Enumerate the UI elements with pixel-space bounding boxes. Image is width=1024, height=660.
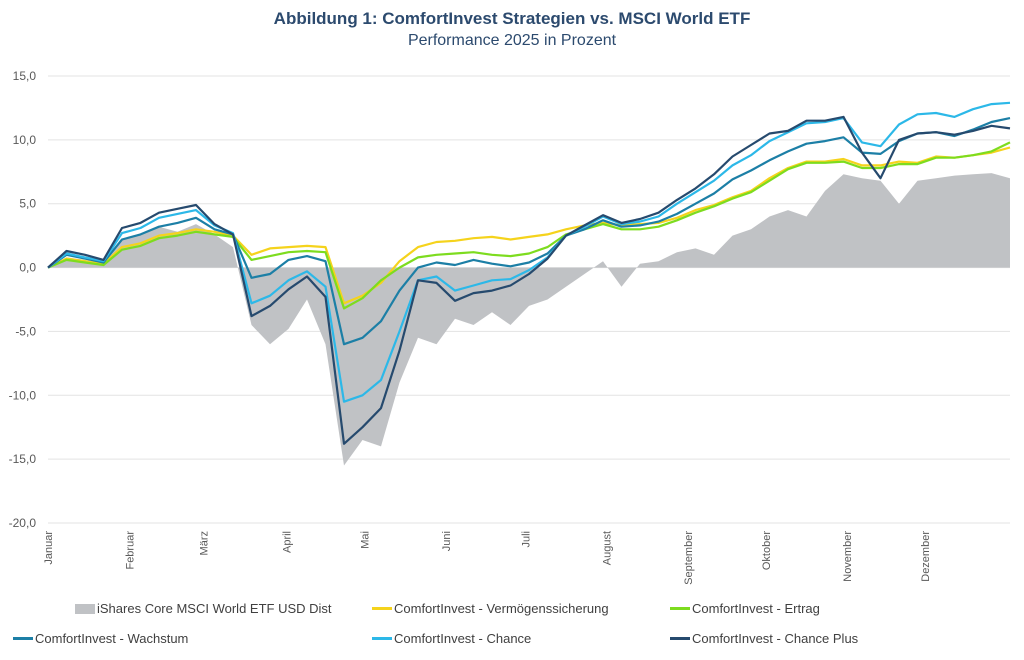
legend-item-ertrag: ComfortInvest - Ertrag	[670, 601, 820, 616]
chart-title: Abbildung 1: ComfortInvest Strategien vs…	[273, 9, 751, 28]
x-tick-label: August	[602, 531, 614, 565]
y-tick-label: 10,0	[13, 133, 37, 147]
legend-swatch-chance-plus	[670, 637, 690, 640]
series-line-comfortinvest-verm-genssicherung	[47, 146, 1011, 305]
legend-swatch-etf	[75, 603, 95, 614]
legend-swatch-ertrag	[670, 607, 690, 610]
series-line-comfortinvest-wachstum	[47, 117, 1011, 346]
legend-swatch-wachstum	[13, 637, 33, 640]
legend-swatch-vermoegenssicherung	[372, 607, 392, 610]
series-area-etf	[48, 173, 1010, 466]
strategy-lines-layer	[47, 101, 1011, 445]
legend-swatch-chance	[372, 637, 392, 640]
chart-subtitle: Performance 2025 in Prozent	[407, 32, 617, 49]
x-tick-label: März	[198, 531, 210, 555]
x-tick-label: Februar	[124, 531, 136, 570]
y-tick-label: -15,0	[9, 452, 37, 466]
x-tick-label: Dezember	[920, 531, 932, 582]
x-tick-label: November	[842, 531, 854, 582]
x-tick-label: April	[282, 531, 294, 553]
y-tick-label: -5,0	[15, 324, 36, 338]
legend-label-wachstum: ComfortInvest - Wachstum	[35, 631, 189, 646]
series-line-comfortinvest-chance	[47, 101, 1011, 403]
series-line-comfortinvest-chance-plus	[47, 115, 1011, 445]
series-line-comfortinvest-ertrag	[47, 141, 1011, 310]
legend-item-wachstum: ComfortInvest - Wachstum	[13, 631, 188, 646]
legend-item-etf: iShares Core MSCI World ETF USD Dist	[75, 601, 332, 616]
y-tick-label: 15,0	[13, 69, 37, 83]
x-tick-label: September	[683, 531, 695, 585]
y-tick-label: 0,0	[19, 261, 36, 275]
legend-label-chance-plus: ComfortInvest - Chance Plus	[692, 631, 859, 646]
y-tick-label: -10,0	[9, 388, 37, 402]
y-tick-label: -20,0	[9, 516, 37, 530]
y-axis-ticks: 15,0 10,0 5,0 0,0 -5,0 -10,0 -15,0 -20,0	[9, 69, 37, 530]
legend-label-vermoegenssicherung: ComfortInvest - Vermögenssicherung	[394, 601, 609, 616]
x-tick-label: Oktober	[761, 531, 773, 570]
chart-title-block: Abbildung 1: ComfortInvest Strategien vs…	[0, 8, 1024, 52]
x-tick-label: Januar	[43, 531, 55, 565]
performance-chart: 15,0 10,0 5,0 0,0 -5,0 -10,0 -15,0 -20,0 Januar…	[9, 69, 1011, 585]
x-tick-label: Juli	[520, 531, 532, 548]
legend-label-chance: ComfortInvest - Chance	[394, 631, 532, 646]
etf-area-layer	[48, 173, 1010, 466]
x-tick-label: Mai	[359, 531, 371, 549]
legend-item-chance-plus: ComfortInvest - Chance Plus	[670, 631, 858, 646]
x-tick-label: Juni	[441, 531, 453, 551]
legend-item-chance: ComfortInvest - Chance	[372, 631, 531, 646]
legend-label-etf: iShares Core MSCI World ETF USD Dist	[97, 601, 332, 616]
y-tick-label: 5,0	[19, 197, 36, 211]
legend-label-ertrag: ComfortInvest - Ertrag	[692, 601, 820, 616]
legend-item-vermoegenssicherung: ComfortInvest - Vermögenssicherung	[372, 601, 609, 616]
x-axis-ticks: Januar Februar März April Mai Juni Juli August S…	[43, 531, 932, 585]
